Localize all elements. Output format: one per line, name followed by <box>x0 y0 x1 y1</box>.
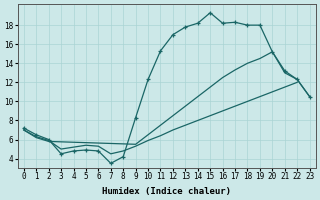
X-axis label: Humidex (Indice chaleur): Humidex (Indice chaleur) <box>102 187 231 196</box>
